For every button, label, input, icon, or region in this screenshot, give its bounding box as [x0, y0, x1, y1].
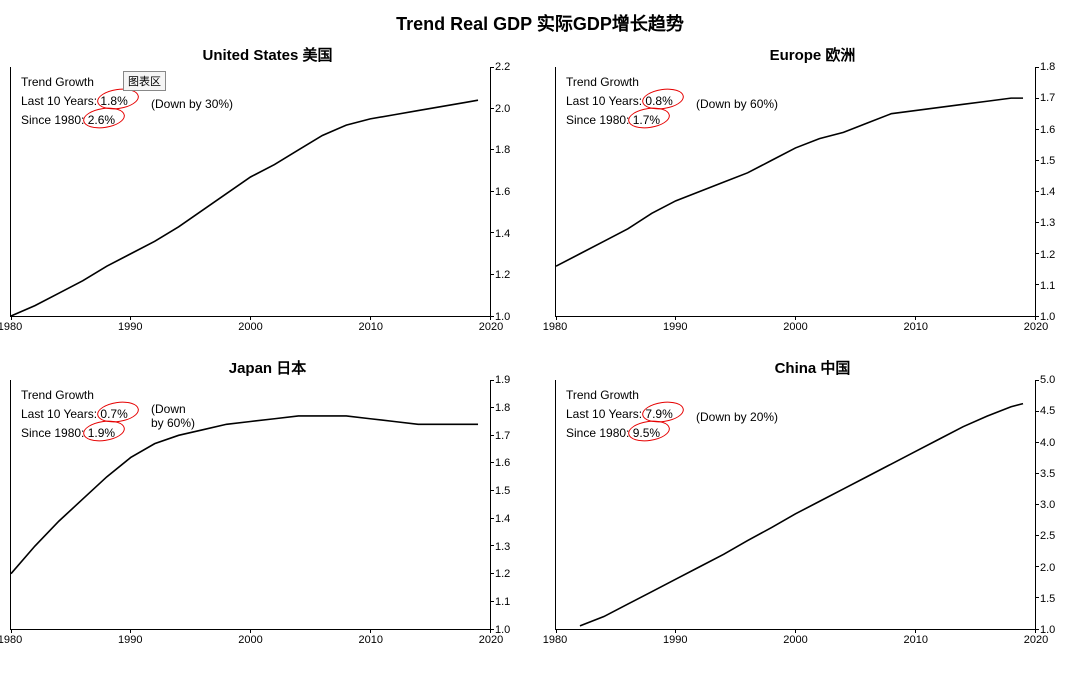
annot-label: Last 10 Years: [21, 94, 100, 108]
y-tick-label: 1.8 [1040, 61, 1055, 73]
x-tick-label: 1990 [663, 321, 687, 333]
y-tick-label: 1.6 [495, 457, 510, 469]
y-tick-label: 1.3 [495, 541, 510, 553]
y-tick-label: 1.9 [495, 374, 510, 386]
y-tick-label: 2.0 [495, 103, 510, 115]
x-axis: 19801990200020102020 [555, 319, 1036, 337]
panel-us: United States 美国Trend GrowthLast 10 Year… [10, 44, 525, 337]
x-tick-label: 2010 [904, 321, 928, 333]
y-tick-label: 1.2 [1040, 249, 1055, 261]
y-axis: 1.01.21.41.61.82.02.2 [493, 67, 525, 317]
x-tick-label: 1990 [663, 634, 687, 646]
annot-side: (Down by 60%) [696, 97, 778, 111]
panel-title: United States 美国 [10, 44, 525, 65]
plot-area: Trend GrowthLast 10 Years: 0.7%Since 198… [10, 380, 491, 630]
y-tick-label: 1.2 [495, 269, 510, 281]
x-axis: 19801990200020102020 [10, 319, 491, 337]
annot-label: Since 1980: [566, 113, 633, 127]
annot-label: Last 10 Years: [566, 94, 645, 108]
y-tick-label: 2.5 [1040, 530, 1055, 542]
y-tick-label: 1.4 [495, 513, 510, 525]
y-tick-label: 4.0 [1040, 437, 1055, 449]
y-tick-label: 3.5 [1040, 468, 1055, 480]
x-tick-label: 1980 [0, 321, 22, 333]
x-tick-label: 1990 [118, 321, 142, 333]
y-tick-label: 3.0 [1040, 499, 1055, 511]
y-axis: 1.01.11.21.31.41.51.61.71.81.9 [493, 380, 525, 630]
y-axis: 1.01.52.02.53.03.54.04.55.0 [1038, 380, 1070, 630]
y-tick-label: 1.6 [1040, 124, 1055, 136]
x-tick-label: 1980 [543, 634, 567, 646]
x-tick-label: 1980 [543, 321, 567, 333]
y-tick-label: 5.0 [1040, 374, 1055, 386]
x-tick-label: 2020 [1024, 321, 1048, 333]
plot-wrap: Trend GrowthLast 10 Years: 0.8%Since 198… [555, 67, 1070, 337]
x-axis: 19801990200020102020 [555, 632, 1036, 650]
panel-title: China 中国 [555, 357, 1070, 378]
y-tick-label: 2.2 [495, 61, 510, 73]
x-tick-label: 2000 [783, 321, 807, 333]
y-tick-label: 2.0 [1040, 562, 1055, 574]
chart-region-badge: 图表区 [123, 71, 166, 91]
plot-area: Trend GrowthLast 10 Years: 7.9%Since 198… [555, 380, 1036, 630]
plot-area: Trend GrowthLast 10 Years: 0.8%Since 198… [555, 67, 1036, 317]
x-tick-label: 2000 [783, 634, 807, 646]
y-tick-label: 1.7 [1040, 92, 1055, 104]
y-tick-label: 1.5 [1040, 155, 1055, 167]
annot-label: Since 1980: [566, 426, 633, 440]
y-tick-label: 1.7 [495, 430, 510, 442]
plot-area: Trend GrowthLast 10 Years: 1.8%Since 198… [10, 67, 491, 317]
annot-side: (Down by 30%) [151, 97, 233, 111]
y-tick-label: 1.4 [495, 228, 510, 240]
annot-side: (Down by 60%) [151, 402, 195, 430]
annot-label: Last 10 Years: [566, 407, 645, 421]
x-tick-label: 2000 [238, 634, 262, 646]
x-tick-label: 2020 [479, 634, 503, 646]
main-title: Trend Real GDP 实际GDP增长趋势 [10, 10, 1070, 36]
x-tick-label: 2010 [359, 634, 383, 646]
y-tick-label: 1.6 [495, 186, 510, 198]
x-axis: 19801990200020102020 [10, 632, 491, 650]
y-tick-label: 1.4 [1040, 186, 1055, 198]
annot-label: Last 10 Years: [21, 407, 100, 421]
y-tick-label: 1.3 [1040, 217, 1055, 229]
y-axis: 1.01.11.21.31.41.51.61.71.8 [1038, 67, 1070, 317]
y-tick-label: 1.1 [495, 596, 510, 608]
x-tick-label: 2010 [904, 634, 928, 646]
plot-wrap: Trend GrowthLast 10 Years: 0.7%Since 198… [10, 380, 525, 650]
plot-wrap: Trend GrowthLast 10 Years: 7.9%Since 198… [555, 380, 1070, 650]
y-tick-label: 1.2 [495, 568, 510, 580]
y-tick-label: 1.8 [495, 402, 510, 414]
panel-title: Japan 日本 [10, 357, 525, 378]
x-tick-label: 2020 [479, 321, 503, 333]
y-tick-label: 1.1 [1040, 280, 1055, 292]
y-tick-label: 1.5 [495, 485, 510, 497]
x-tick-label: 2010 [359, 321, 383, 333]
x-tick-label: 1980 [0, 634, 22, 646]
panel-cn: China 中国Trend GrowthLast 10 Years: 7.9%S… [555, 357, 1070, 650]
panel-title: Europe 欧洲 [555, 44, 1070, 65]
plot-wrap: Trend GrowthLast 10 Years: 1.8%Since 198… [10, 67, 525, 337]
annot-label: Since 1980: [21, 113, 88, 127]
x-tick-label: 2020 [1024, 634, 1048, 646]
x-tick-label: 2000 [238, 321, 262, 333]
x-tick-label: 1990 [118, 634, 142, 646]
y-tick-label: 4.5 [1040, 405, 1055, 417]
y-tick-label: 1.8 [495, 144, 510, 156]
panel-grid: United States 美国Trend GrowthLast 10 Year… [10, 44, 1070, 650]
annot-side: (Down by 20%) [696, 410, 778, 424]
y-tick-label: 1.5 [1040, 593, 1055, 605]
panel-jp: Japan 日本Trend GrowthLast 10 Years: 0.7%S… [10, 357, 525, 650]
panel-eu: Europe 欧洲Trend GrowthLast 10 Years: 0.8%… [555, 44, 1070, 337]
annot-label: Since 1980: [21, 426, 88, 440]
